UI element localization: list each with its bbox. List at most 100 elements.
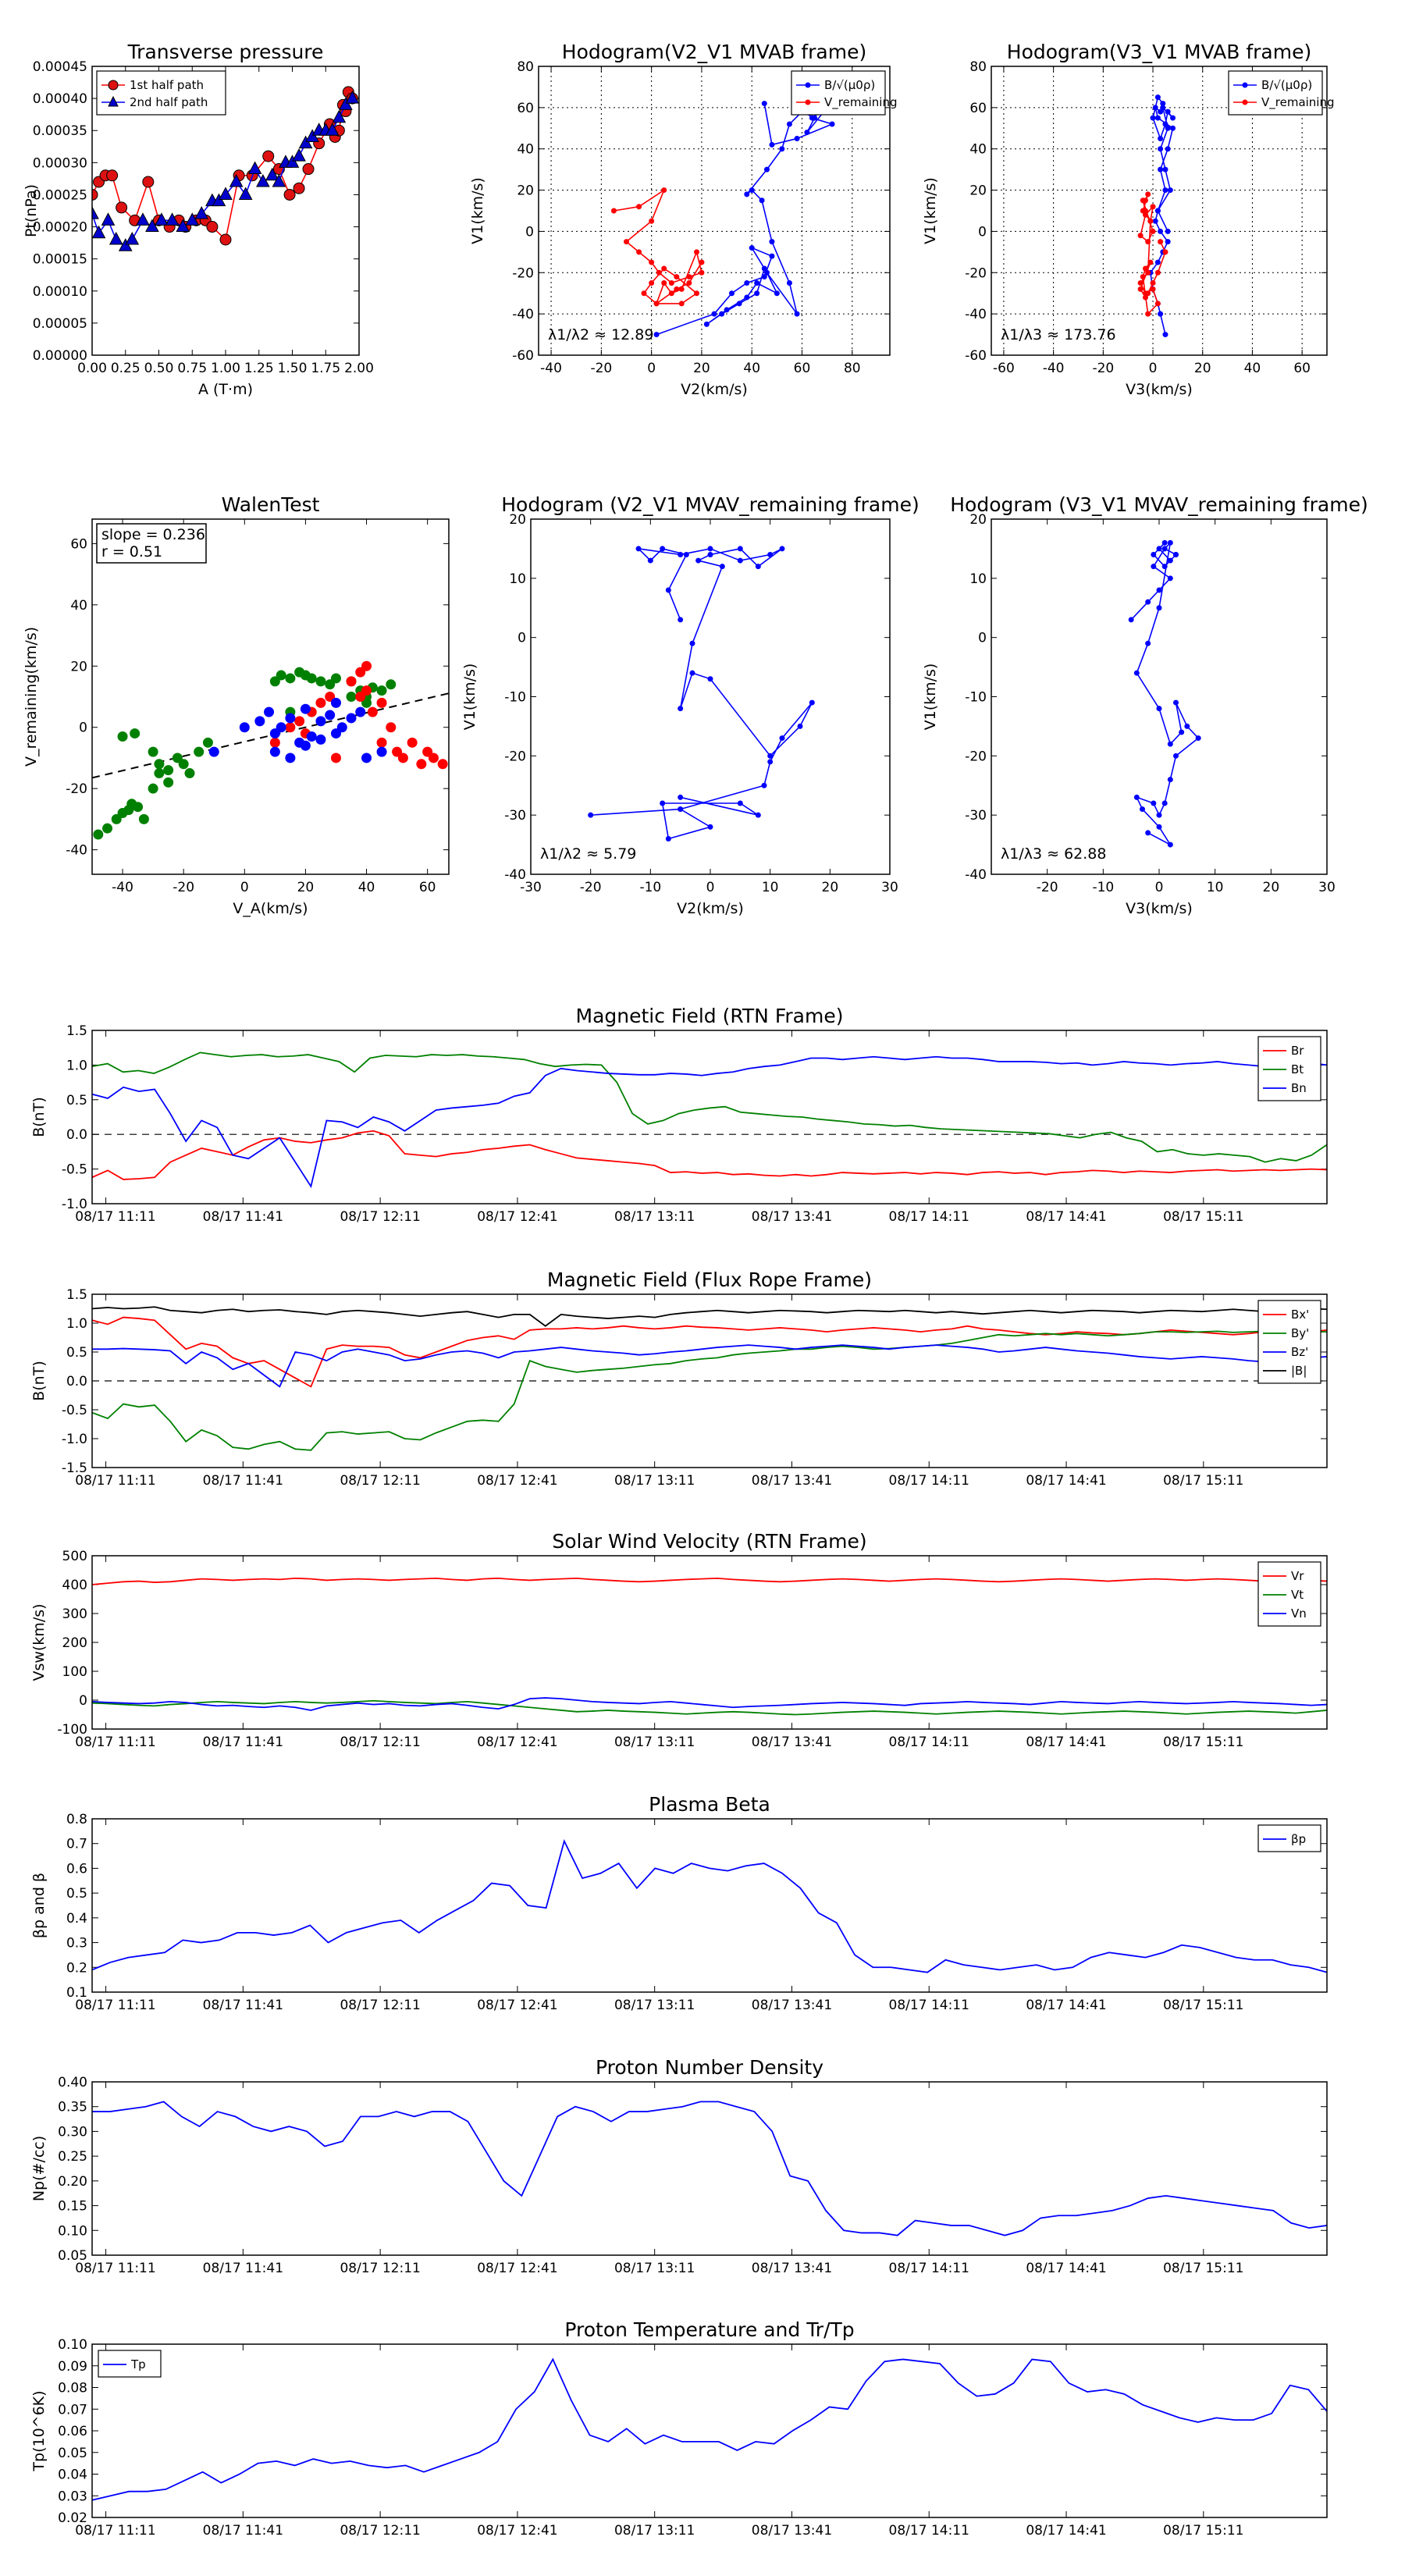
data-point (1151, 552, 1157, 557)
data-point (176, 219, 190, 233)
data-point (703, 321, 710, 327)
data-point (737, 557, 743, 564)
legend-label: βp (1291, 1832, 1306, 1846)
series-line (91, 1697, 1328, 1711)
data-point (1137, 286, 1144, 292)
data-point (769, 253, 775, 259)
time-tick-label: 08/17 13:41 (752, 2261, 832, 2276)
data-point (361, 660, 372, 671)
data-point (707, 824, 713, 830)
data-point (1165, 228, 1171, 234)
panel-beta: 0.1 0.2 0.3 0.4 0.5 0.6 0.7 0.8 08/17 11:11 08/17… (30, 1793, 1328, 2013)
y-tick-label: 0.06 (58, 2424, 87, 2439)
data-point (1167, 777, 1173, 783)
y-tick-label: 60 (969, 101, 987, 116)
x-tick-label: -10 (1092, 880, 1114, 895)
data-point (744, 280, 750, 286)
legend-label: Bn (1291, 1081, 1307, 1095)
data-point (269, 728, 280, 739)
panel-bfield_rtn: -1.0 -0.5 0.0 0.5 1.0 1.5 08/17 11:11 08/17 11:… (30, 1005, 1328, 1225)
data-point (285, 155, 300, 168)
time-tick-label: 08/17 12:11 (340, 2261, 420, 2276)
data-point (1156, 812, 1162, 818)
y-tick-label: 0.00030 (33, 155, 87, 171)
data-point (678, 706, 684, 712)
data-point (1140, 197, 1146, 204)
y-tick-label: -30 (965, 808, 987, 824)
data-point (1173, 552, 1179, 557)
plot-frame (538, 66, 891, 356)
series-group (92, 86, 359, 251)
data-point (219, 233, 232, 246)
data-point (208, 746, 219, 757)
data-point (764, 166, 770, 173)
data-point (256, 173, 270, 187)
data-point (1162, 249, 1168, 255)
data-point (749, 187, 755, 194)
data-point (694, 249, 699, 255)
data-point (355, 692, 366, 702)
data-point (285, 713, 296, 724)
x-tick-label: -40 (112, 880, 133, 895)
chart-title: Proton Number Density (596, 2056, 823, 2079)
y-tick-label: -10 (965, 690, 987, 706)
y-tick-label: 0 (978, 224, 987, 240)
data-point (678, 552, 684, 557)
data-point (653, 332, 660, 338)
data-point (1158, 228, 1164, 234)
data-point (764, 269, 770, 276)
data-point (302, 163, 315, 176)
legend-marker (1242, 99, 1248, 105)
panel-pt: 0.00 0.25 0.50 0.75 1.00 1.25 1.50 1.75 2.00 0.00… (23, 41, 374, 398)
y-tick-label: -1.5 (62, 1461, 87, 1476)
data-point (649, 280, 655, 286)
data-point (1150, 204, 1156, 210)
chart-title: Magnetic Field (RTN Frame) (576, 1005, 844, 1027)
data-point (422, 746, 433, 757)
x-tick-label: 60 (1293, 361, 1311, 376)
x-tick-label: -20 (580, 880, 602, 895)
data-point (588, 812, 594, 818)
plot-frame (91, 1818, 1328, 1993)
y-tick-label: -0.5 (62, 1162, 87, 1178)
y-axis-label: B(nT) (30, 1361, 48, 1401)
data-point (1145, 830, 1151, 836)
data-point (276, 670, 286, 681)
eigenvalue-ratio: λ1/λ3 ≈ 62.88 (1001, 845, 1106, 863)
data-point (674, 274, 680, 280)
data-point (653, 301, 660, 307)
data-point (678, 806, 684, 813)
data-point (300, 703, 311, 714)
data-point (769, 141, 775, 148)
y-tick-label: -40 (965, 307, 987, 322)
time-tick-label: 08/17 11:11 (75, 2261, 155, 2276)
y-tick-label: 80 (969, 59, 987, 75)
time-tick-label: 08/17 12:11 (340, 1998, 420, 2013)
x-tick-label: -20 (1092, 361, 1114, 376)
data-point (276, 722, 286, 733)
data-point (1184, 723, 1190, 729)
data-point (1195, 735, 1201, 742)
data-point (330, 728, 341, 739)
x-tick-label: 0.75 (177, 361, 207, 376)
data-point (1167, 575, 1173, 582)
data-point (1137, 233, 1144, 239)
y-tick-label: 0.00020 (33, 220, 87, 236)
series-line (1130, 540, 1200, 847)
y-tick-label: 1.0 (66, 1316, 87, 1332)
time-tick-label: 08/17 12:41 (477, 1735, 557, 1750)
data-point (761, 265, 767, 272)
y-tick-label: 0 (79, 720, 87, 736)
data-point (376, 746, 387, 757)
data-point (761, 101, 767, 107)
data-point (1142, 208, 1148, 214)
y-tick-label: 20 (70, 659, 87, 674)
y-tick-label: 0.15 (58, 2199, 87, 2215)
data-point (809, 115, 815, 121)
data-point (269, 746, 280, 757)
data-point (1158, 311, 1164, 317)
data-point (1158, 239, 1164, 245)
series-line (590, 547, 813, 840)
time-tick-label: 08/17 15:11 (1163, 2261, 1243, 2276)
data-point (695, 557, 702, 564)
